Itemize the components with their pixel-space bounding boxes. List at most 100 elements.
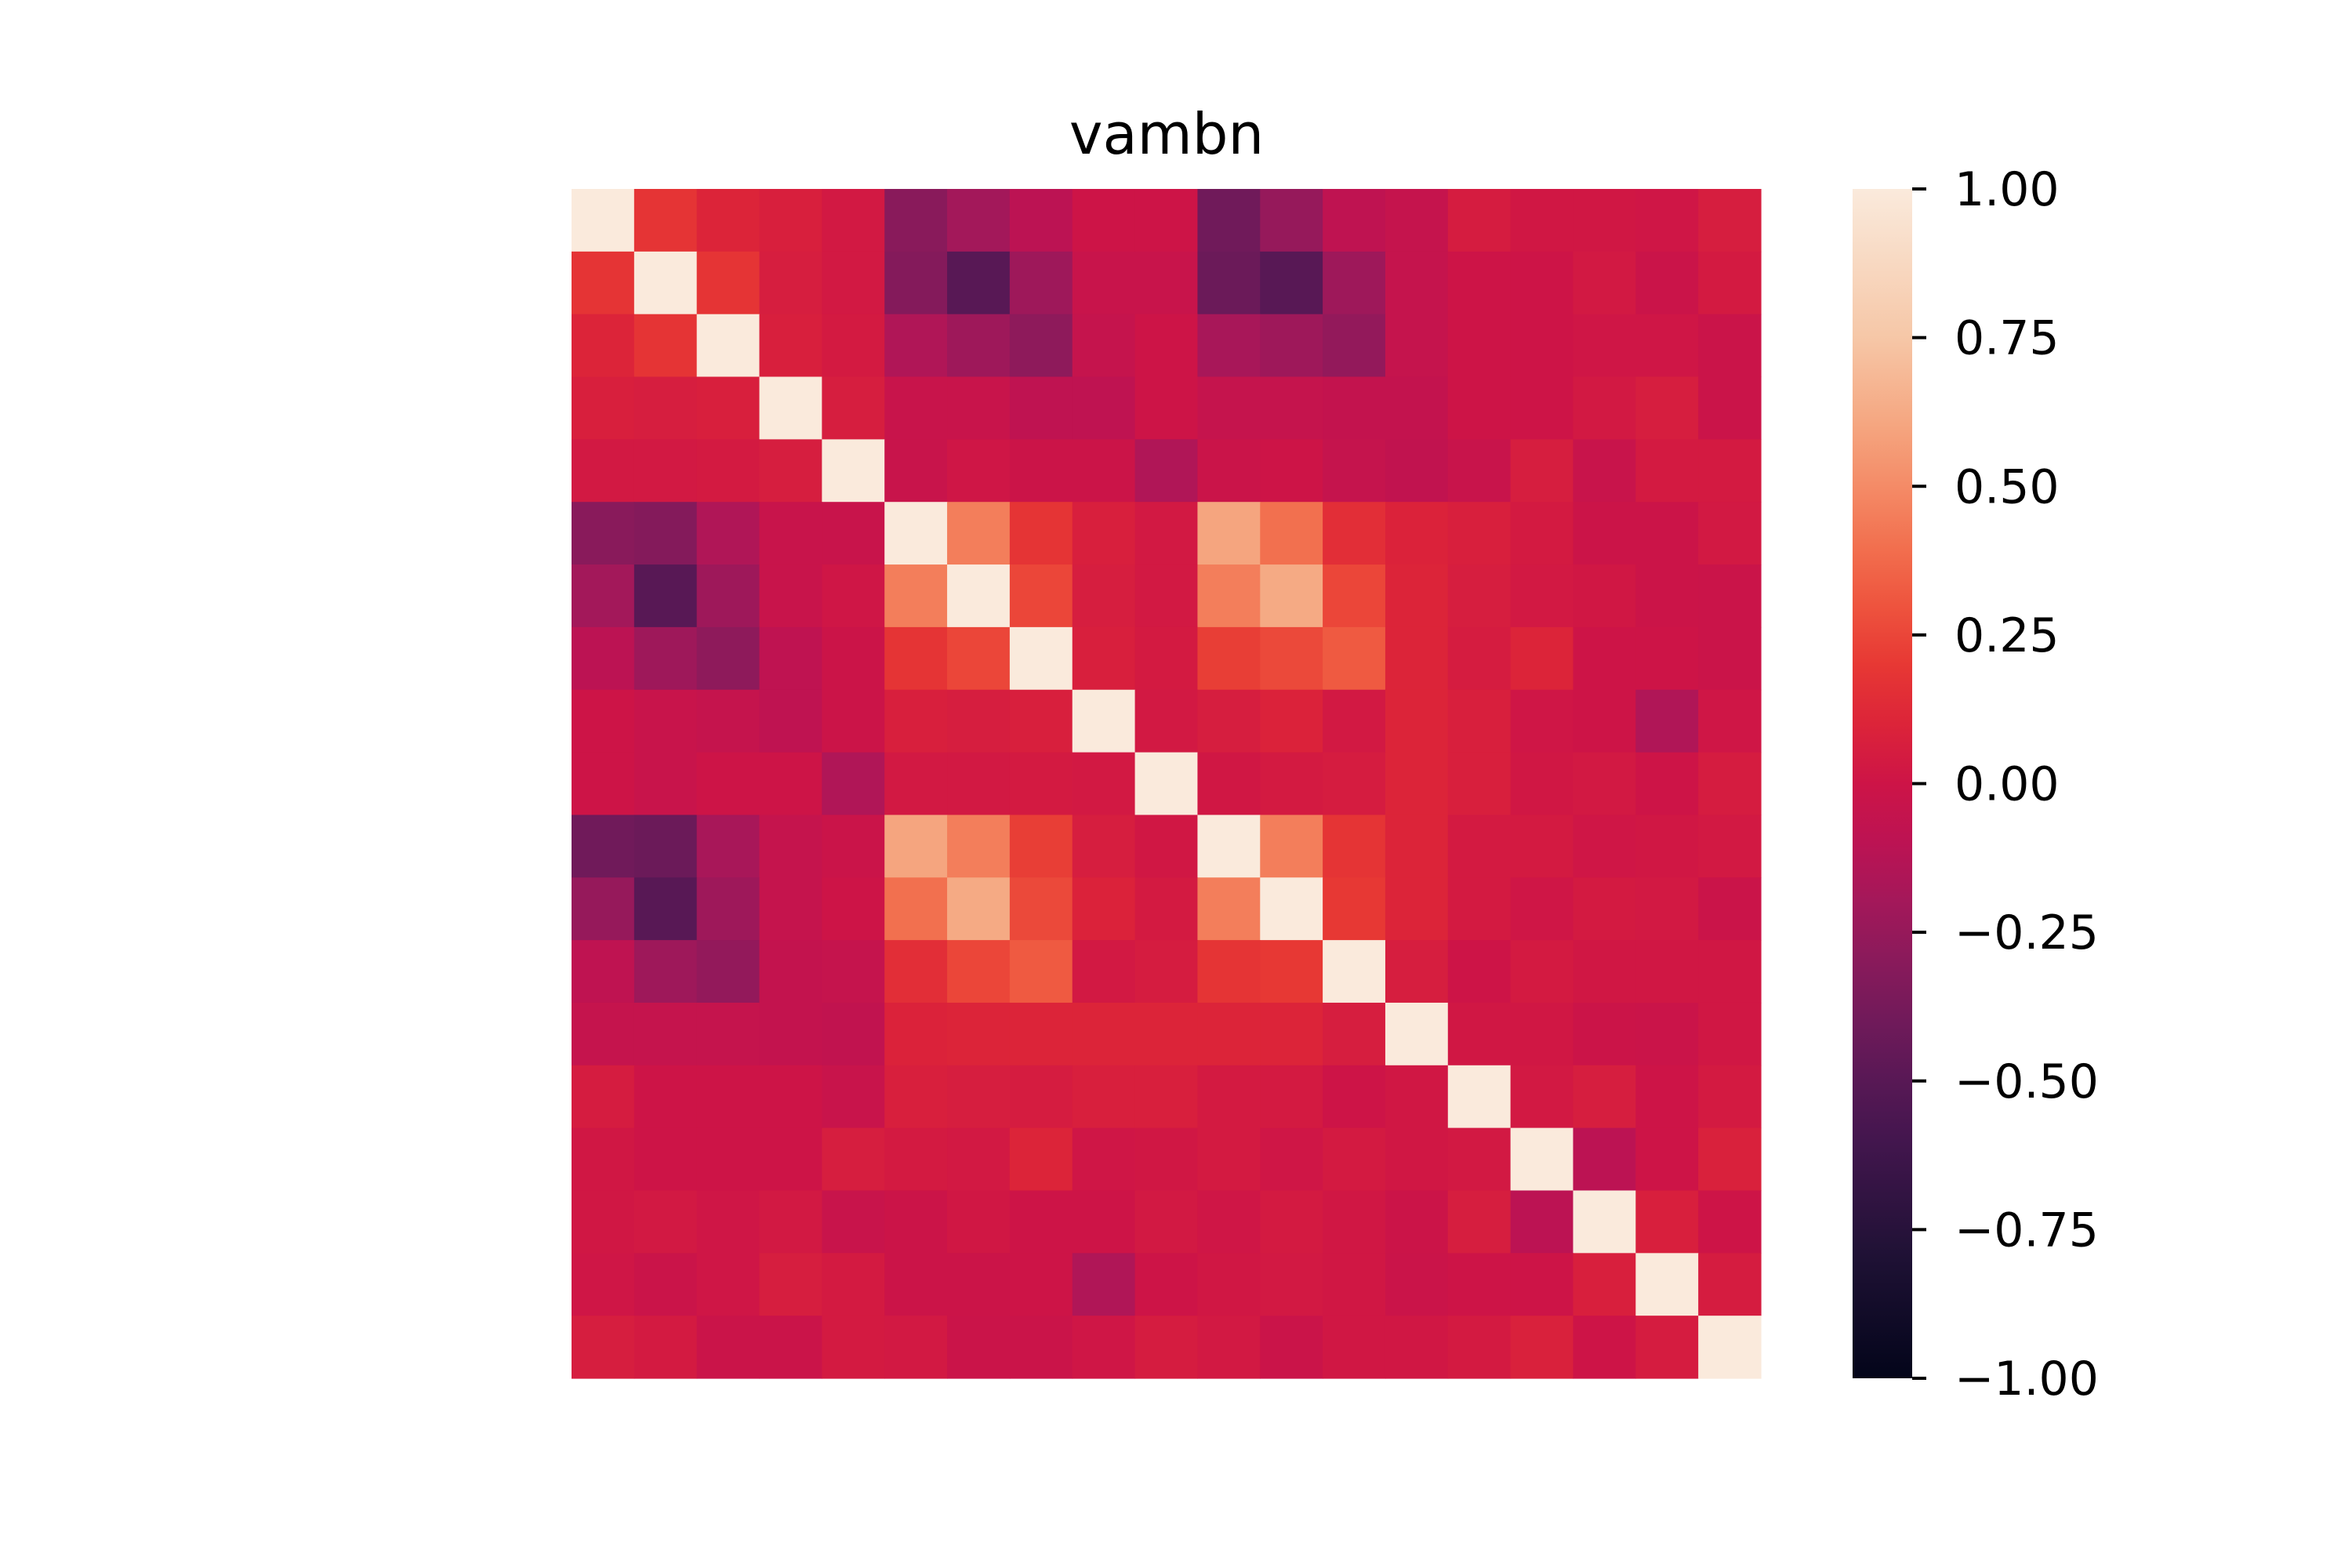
heatmap-cell-r18-c2 bbox=[696, 1316, 760, 1379]
colorbar-tick-label: −0.25 bbox=[1955, 906, 2099, 960]
heatmap-cell-r7-c4 bbox=[822, 626, 885, 691]
heatmap-cell-r12-c17 bbox=[1635, 940, 1699, 1004]
heatmap-cell-r9-c9 bbox=[1134, 752, 1199, 816]
heatmap-cell-r14-c13 bbox=[1385, 1065, 1449, 1129]
heatmap-cell-r5-c6 bbox=[947, 502, 1011, 565]
heatmap-cell-r16-c1 bbox=[633, 1190, 698, 1254]
heatmap-cell-r17-c6 bbox=[947, 1253, 1011, 1316]
heatmap-cell-r8-c17 bbox=[1635, 689, 1699, 753]
heatmap-cell-r11-c3 bbox=[759, 877, 822, 941]
heatmap-cell-r12-c15 bbox=[1510, 940, 1574, 1004]
heatmap-cell-r2-c13 bbox=[1385, 314, 1449, 378]
heatmap-cell-r16-c0 bbox=[572, 1190, 635, 1254]
heatmap-cell-r1-c3 bbox=[759, 251, 822, 315]
heatmap-cell-r10-c18 bbox=[1698, 815, 1762, 878]
heatmap-cell-r2-c8 bbox=[1072, 314, 1136, 378]
heatmap-cell-r10-c17 bbox=[1635, 815, 1699, 878]
heatmap-cell-r9-c2 bbox=[696, 752, 760, 816]
heatmap-cell-r8-c5 bbox=[884, 689, 948, 753]
heatmap-cell-r8-c11 bbox=[1260, 689, 1323, 753]
heatmap-cell-r0-c13 bbox=[1385, 189, 1449, 252]
heatmap-cell-r14-c0 bbox=[572, 1065, 635, 1129]
heatmap-cell-r6-c10 bbox=[1197, 564, 1261, 628]
heatmap-cell-r12-c4 bbox=[822, 940, 885, 1004]
heatmap-cell-r13-c7 bbox=[1009, 1002, 1073, 1066]
heatmap-cell-r5-c0 bbox=[572, 502, 635, 565]
heatmap-cell-r4-c18 bbox=[1698, 439, 1762, 503]
heatmap-cell-r6-c14 bbox=[1447, 564, 1512, 628]
heatmap-cell-r0-c4 bbox=[822, 189, 885, 252]
heatmap-cell-r0-c18 bbox=[1698, 189, 1762, 252]
heatmap-cell-r15-c4 bbox=[822, 1127, 885, 1192]
heatmap-cell-r14-c16 bbox=[1573, 1065, 1636, 1129]
heatmap-cell-r11-c18 bbox=[1698, 877, 1762, 941]
heatmap-cell-r10-c7 bbox=[1009, 815, 1073, 878]
heatmap-cell-r14-c7 bbox=[1009, 1065, 1073, 1129]
heatmap-cell-r17-c8 bbox=[1072, 1253, 1136, 1316]
colorbar-tick-label: −1.00 bbox=[1955, 1352, 2099, 1406]
heatmap-cell-r0-c10 bbox=[1197, 189, 1261, 252]
heatmap-cell-r12-c7 bbox=[1009, 940, 1073, 1004]
heatmap-cell-r11-c1 bbox=[633, 877, 698, 941]
heatmap-cell-r5-c10 bbox=[1197, 502, 1261, 565]
heatmap-cell-r3-c17 bbox=[1635, 376, 1699, 440]
chart-title: vambn bbox=[1069, 101, 1264, 167]
colorbar-tick-label: −0.75 bbox=[1955, 1203, 2099, 1258]
heatmap-cell-r1-c12 bbox=[1323, 251, 1386, 315]
heatmap-cell-r3-c6 bbox=[947, 376, 1011, 440]
heatmap-cell-r16-c13 bbox=[1385, 1190, 1449, 1254]
heatmap-cell-r16-c4 bbox=[822, 1190, 885, 1254]
heatmap-cell-r3-c12 bbox=[1323, 376, 1386, 440]
heatmap-cell-r7-c14 bbox=[1447, 626, 1512, 691]
heatmap-cell-r14-c11 bbox=[1260, 1065, 1323, 1129]
heatmap-cell-r8-c14 bbox=[1447, 689, 1512, 753]
heatmap-cell-r3-c9 bbox=[1134, 376, 1199, 440]
heatmap-cell-r1-c6 bbox=[947, 251, 1011, 315]
heatmap-cell-r12-c18 bbox=[1698, 940, 1762, 1004]
heatmap-cell-r8-c16 bbox=[1573, 689, 1636, 753]
heatmap-cell-r16-c10 bbox=[1197, 1190, 1261, 1254]
heatmap-cell-r5-c8 bbox=[1072, 502, 1136, 565]
heatmap-cell-r6-c5 bbox=[884, 564, 948, 628]
heatmap-cell-r13-c17 bbox=[1635, 1002, 1699, 1066]
heatmap-cell-r8-c7 bbox=[1009, 689, 1073, 753]
heatmap-cell-r8-c4 bbox=[822, 689, 885, 753]
heatmap-cell-r13-c2 bbox=[696, 1002, 760, 1066]
heatmap-cell-r4-c2 bbox=[696, 439, 760, 503]
heatmap-cell-r15-c15 bbox=[1510, 1127, 1574, 1192]
heatmap-cell-r14-c15 bbox=[1510, 1065, 1574, 1129]
heatmap-cell-r13-c8 bbox=[1072, 1002, 1136, 1066]
heatmap-cell-r18-c15 bbox=[1510, 1316, 1574, 1379]
heatmap-cell-r3-c14 bbox=[1447, 376, 1512, 440]
heatmap-cell-r8-c9 bbox=[1134, 689, 1199, 753]
heatmap-cell-r16-c11 bbox=[1260, 1190, 1323, 1254]
heatmap-cell-r18-c7 bbox=[1009, 1316, 1073, 1379]
heatmap-cell-r6-c7 bbox=[1009, 564, 1073, 628]
heatmap-cell-r15-c16 bbox=[1573, 1127, 1636, 1192]
heatmap-cell-r6-c18 bbox=[1698, 564, 1762, 628]
heatmap-cell-r14-c5 bbox=[884, 1065, 948, 1129]
heatmap-cell-r1-c13 bbox=[1385, 251, 1449, 315]
heatmap-cell-r12-c11 bbox=[1260, 940, 1323, 1004]
heatmap-cell-r14-c17 bbox=[1635, 1065, 1699, 1129]
heatmap-cell-r5-c17 bbox=[1635, 502, 1699, 565]
heatmap-cell-r2-c17 bbox=[1635, 314, 1699, 378]
heatmap-cell-r11-c8 bbox=[1072, 877, 1136, 941]
heatmap-cell-r1-c14 bbox=[1447, 251, 1512, 315]
heatmap-cell-r11-c13 bbox=[1385, 877, 1449, 941]
heatmap-cell-r17-c15 bbox=[1510, 1253, 1574, 1316]
heatmap-cell-r18-c0 bbox=[572, 1316, 635, 1379]
heatmap-cell-r4-c16 bbox=[1573, 439, 1636, 503]
heatmap-cell-r5-c16 bbox=[1573, 502, 1636, 565]
heatmap-cell-r14-c9 bbox=[1134, 1065, 1199, 1129]
heatmap-cell-r3-c15 bbox=[1510, 376, 1574, 440]
heatmap-cell-r4-c7 bbox=[1009, 439, 1073, 503]
heatmap-cell-r6-c3 bbox=[759, 564, 822, 628]
heatmap-cell-r17-c14 bbox=[1447, 1253, 1512, 1316]
heatmap-cell-r17-c9 bbox=[1134, 1253, 1199, 1316]
heatmap-cell-r15-c3 bbox=[759, 1127, 822, 1192]
heatmap-cell-r13-c3 bbox=[759, 1002, 822, 1066]
heatmap-cell-r15-c1 bbox=[633, 1127, 698, 1192]
heatmap-cell-r2-c11 bbox=[1260, 314, 1323, 378]
